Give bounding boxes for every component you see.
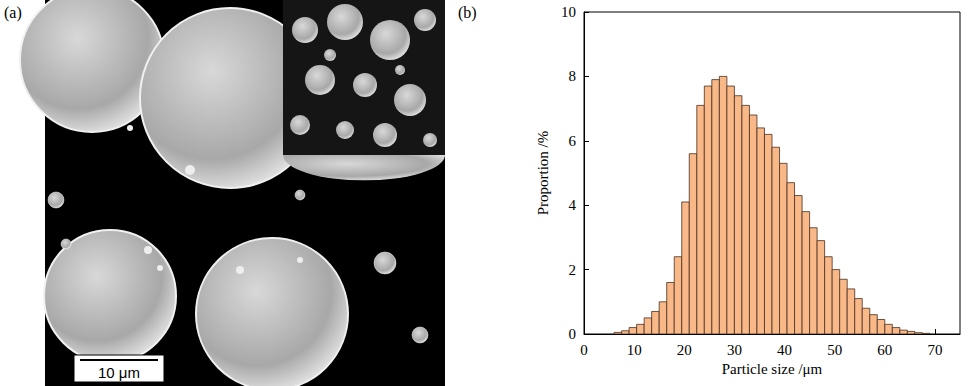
svg-text:40: 40 xyxy=(777,342,792,358)
svg-text:0: 0 xyxy=(569,326,577,342)
svg-text:30: 30 xyxy=(727,342,742,358)
svg-text:10: 10 xyxy=(627,342,642,358)
svg-text:0: 0 xyxy=(580,342,588,358)
html-text:(b): (b) xyxy=(458,4,477,21)
svg-text:(a): (a) xyxy=(4,4,22,22)
svg-text:70: 70 xyxy=(927,342,942,358)
svg-text:50: 50 xyxy=(827,342,842,358)
svg-text:20: 20 xyxy=(677,342,692,358)
svg-text:10: 10 xyxy=(561,4,576,20)
svg-text:60: 60 xyxy=(877,342,892,358)
svg-text:Particle size /μm: Particle size /μm xyxy=(722,361,823,377)
svg-text:10 μm: 10 μm xyxy=(98,364,140,381)
svg-text:Proportion /%: Proportion /% xyxy=(535,131,551,216)
svg-text:4: 4 xyxy=(569,197,577,213)
svg-text:2: 2 xyxy=(569,262,577,278)
svg-text:6: 6 xyxy=(569,133,577,149)
svg-text:8: 8 xyxy=(569,68,577,84)
